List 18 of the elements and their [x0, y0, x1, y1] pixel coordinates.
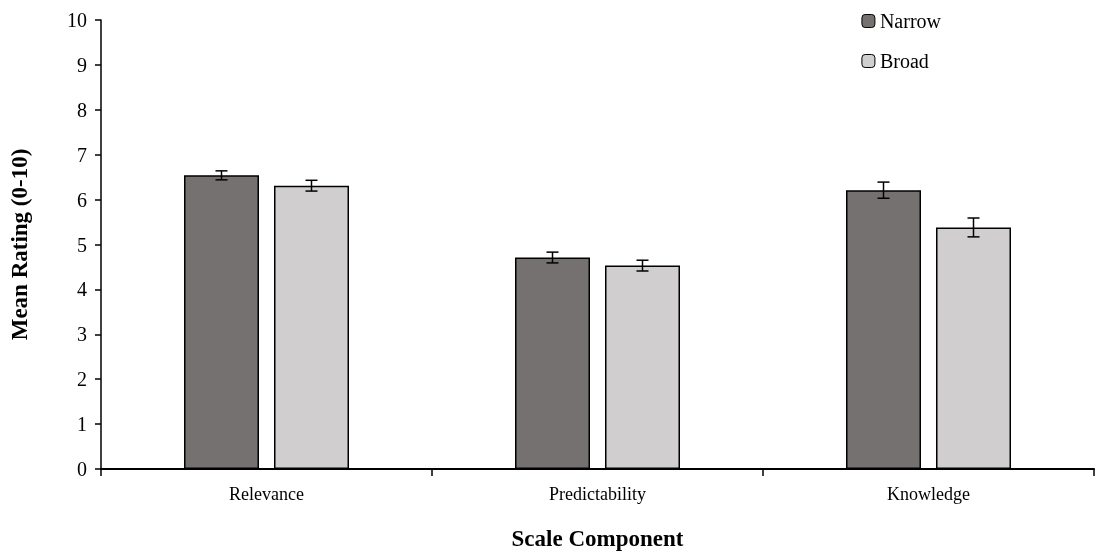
y-tick-label: 1 [77, 413, 87, 436]
y-axis-title: Mean Rating (0-10) [7, 148, 32, 341]
y-tick-label: 8 [77, 98, 87, 121]
y-tick-label: 10 [67, 9, 87, 31]
y-tick-label: 0 [77, 458, 87, 480]
y-tick-label: 7 [77, 143, 87, 166]
y-tick-label: 4 [77, 278, 87, 301]
x-axis-title: Scale Component [511, 526, 684, 551]
x-tick-label: Predictability [549, 484, 646, 504]
y-tick-label: 2 [77, 368, 87, 391]
y-tick-label: 5 [77, 233, 87, 256]
y-tick-label: 3 [77, 323, 87, 346]
x-tick-label: Knowledge [887, 484, 970, 504]
y-tick-label: 6 [77, 188, 87, 211]
legend-label: Broad [879, 50, 929, 72]
y-tick-label: 9 [77, 53, 87, 76]
legend-label: Narrow [879, 10, 942, 32]
x-tick-label: Relevance [229, 484, 304, 504]
